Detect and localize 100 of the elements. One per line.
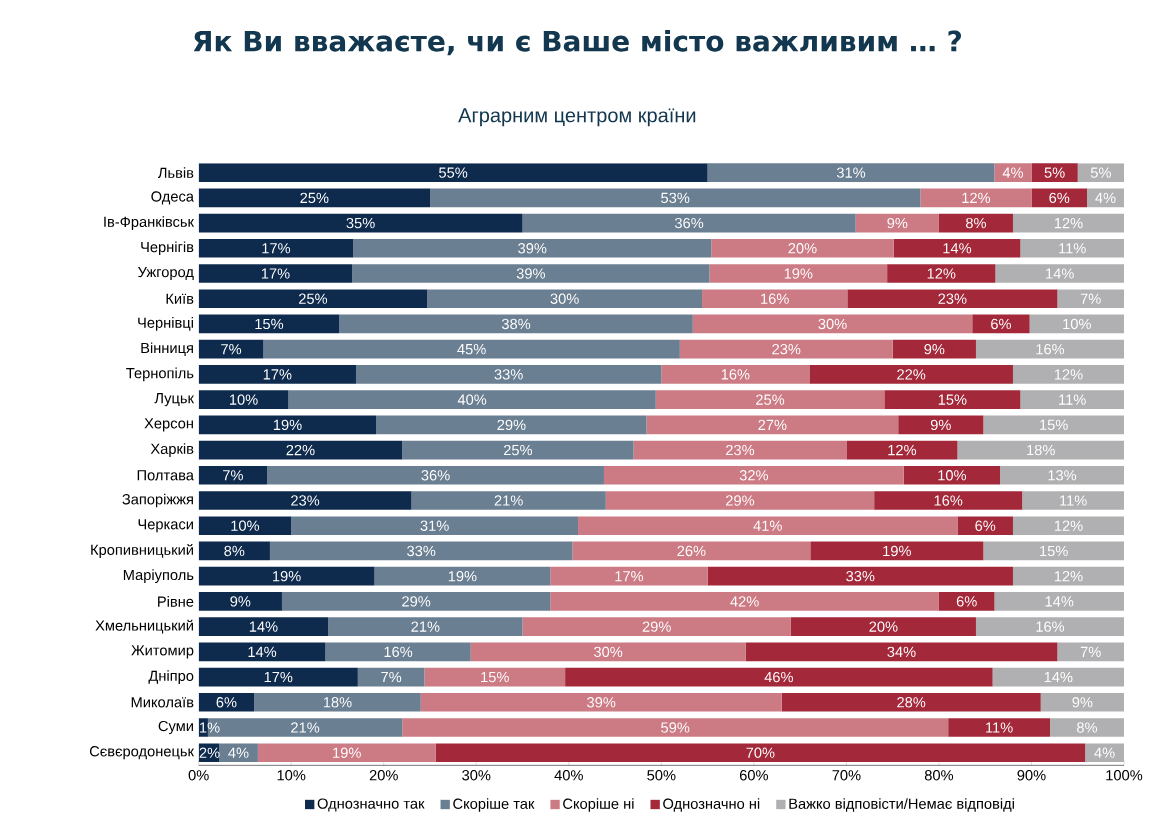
data-label: 25% xyxy=(503,444,533,456)
chart-subtitle: Аграрним центром країни xyxy=(458,108,696,127)
bar xyxy=(578,516,958,536)
data-label: 6% xyxy=(975,520,996,531)
data-label: 9% xyxy=(1072,697,1093,708)
bar xyxy=(1085,743,1125,763)
bar xyxy=(325,642,471,662)
y-tick-label: Хмельницький xyxy=(95,619,193,634)
bar xyxy=(198,238,354,258)
y-tick-label: Одеса xyxy=(151,191,194,205)
data-label: 19% xyxy=(883,545,911,557)
data-label: 14% xyxy=(1046,268,1074,279)
data-label: 9% xyxy=(930,419,951,431)
data-label: 9% xyxy=(887,217,908,229)
x-tick-label: 30% xyxy=(462,770,491,781)
bar xyxy=(430,188,921,208)
bar xyxy=(254,692,421,712)
data-label: 20% xyxy=(869,621,898,632)
bar xyxy=(810,541,984,561)
data-label: 42% xyxy=(730,596,759,607)
data-label: 15% xyxy=(1040,545,1068,557)
bar xyxy=(1057,642,1125,662)
bar xyxy=(874,491,1023,510)
data-label: 6% xyxy=(991,318,1011,330)
data-label: 32% xyxy=(739,470,769,481)
data-label: 36% xyxy=(674,217,704,229)
data-label: 5% xyxy=(1044,167,1065,178)
data-label: 12% xyxy=(962,192,991,203)
bar xyxy=(339,314,693,334)
data-label: 14% xyxy=(1044,671,1073,683)
data-label: 38% xyxy=(501,318,531,330)
data-label: 46% xyxy=(764,671,793,683)
data-label: 16% xyxy=(1036,621,1065,632)
y-tick-label: Миколаїв xyxy=(131,697,194,708)
data-label: 10% xyxy=(231,520,260,531)
bar xyxy=(328,617,523,636)
bar xyxy=(402,718,949,737)
bar xyxy=(938,213,1013,233)
data-label: 4% xyxy=(228,747,249,758)
data-label: 14% xyxy=(1045,596,1074,607)
x-tick-label: 90% xyxy=(1017,770,1046,781)
y-tick-label: Житомир xyxy=(131,645,194,659)
y-tick-label: Чернігів xyxy=(141,241,194,256)
data-label: 17% xyxy=(615,571,644,582)
y-tick-label: Кропивницький xyxy=(91,544,193,558)
data-label: 40% xyxy=(457,394,487,405)
bar xyxy=(709,264,888,283)
bar xyxy=(1029,314,1125,334)
data-label: 25% xyxy=(756,394,785,405)
bar xyxy=(1020,390,1125,409)
data-label: 35% xyxy=(346,217,375,229)
bar xyxy=(983,541,1125,561)
bar xyxy=(198,667,358,687)
x-tick-label: 50% xyxy=(647,770,676,781)
y-tick-label: Тернопіль xyxy=(126,367,194,382)
data-label: 33% xyxy=(407,545,436,557)
bar xyxy=(376,415,647,435)
data-label: 15% xyxy=(1040,419,1068,430)
bar xyxy=(572,541,811,561)
bar xyxy=(198,365,356,384)
data-label: 20% xyxy=(788,243,817,254)
bar xyxy=(198,692,255,712)
data-label: 19% xyxy=(784,268,813,279)
bar xyxy=(1000,465,1125,485)
data-label: 33% xyxy=(494,369,523,380)
bar xyxy=(257,743,436,763)
y-tick-label: Харків xyxy=(150,443,194,457)
data-label: 34% xyxy=(887,646,916,658)
bar xyxy=(711,238,894,258)
chart-title: Як Ви вважаєте, чи є Ваше місто важливим … ? xyxy=(193,30,962,56)
data-label: 23% xyxy=(772,343,801,355)
data-label: 8% xyxy=(1077,722,1098,733)
bar xyxy=(198,592,282,611)
y-tick-label: Дніпро xyxy=(148,670,194,684)
data-label: 15% xyxy=(938,394,967,405)
bar xyxy=(855,213,939,233)
bar xyxy=(994,163,1032,182)
bar xyxy=(1012,516,1125,536)
bar xyxy=(1012,365,1125,384)
bar xyxy=(565,667,993,687)
data-label: 6% xyxy=(956,596,977,607)
bar xyxy=(198,314,340,334)
bar xyxy=(198,516,292,536)
y-tick-label: Луцьк xyxy=(154,393,195,407)
bar xyxy=(550,566,708,586)
data-label: 29% xyxy=(497,419,526,431)
bar xyxy=(198,465,268,485)
data-label: 11% xyxy=(986,722,1013,733)
data-label: 7% xyxy=(381,671,402,683)
bar xyxy=(198,390,289,409)
data-label: 17% xyxy=(263,369,292,380)
bar xyxy=(353,238,712,258)
data-label: 19% xyxy=(448,571,477,582)
data-label: 39% xyxy=(587,697,616,708)
bar xyxy=(263,339,680,359)
data-label: 16% xyxy=(721,369,750,380)
data-label: 30% xyxy=(550,293,579,304)
legend-label: Важко відповісти/Немає відповіді xyxy=(789,798,1014,812)
data-label: 9% xyxy=(230,596,251,607)
bar xyxy=(1057,289,1125,309)
